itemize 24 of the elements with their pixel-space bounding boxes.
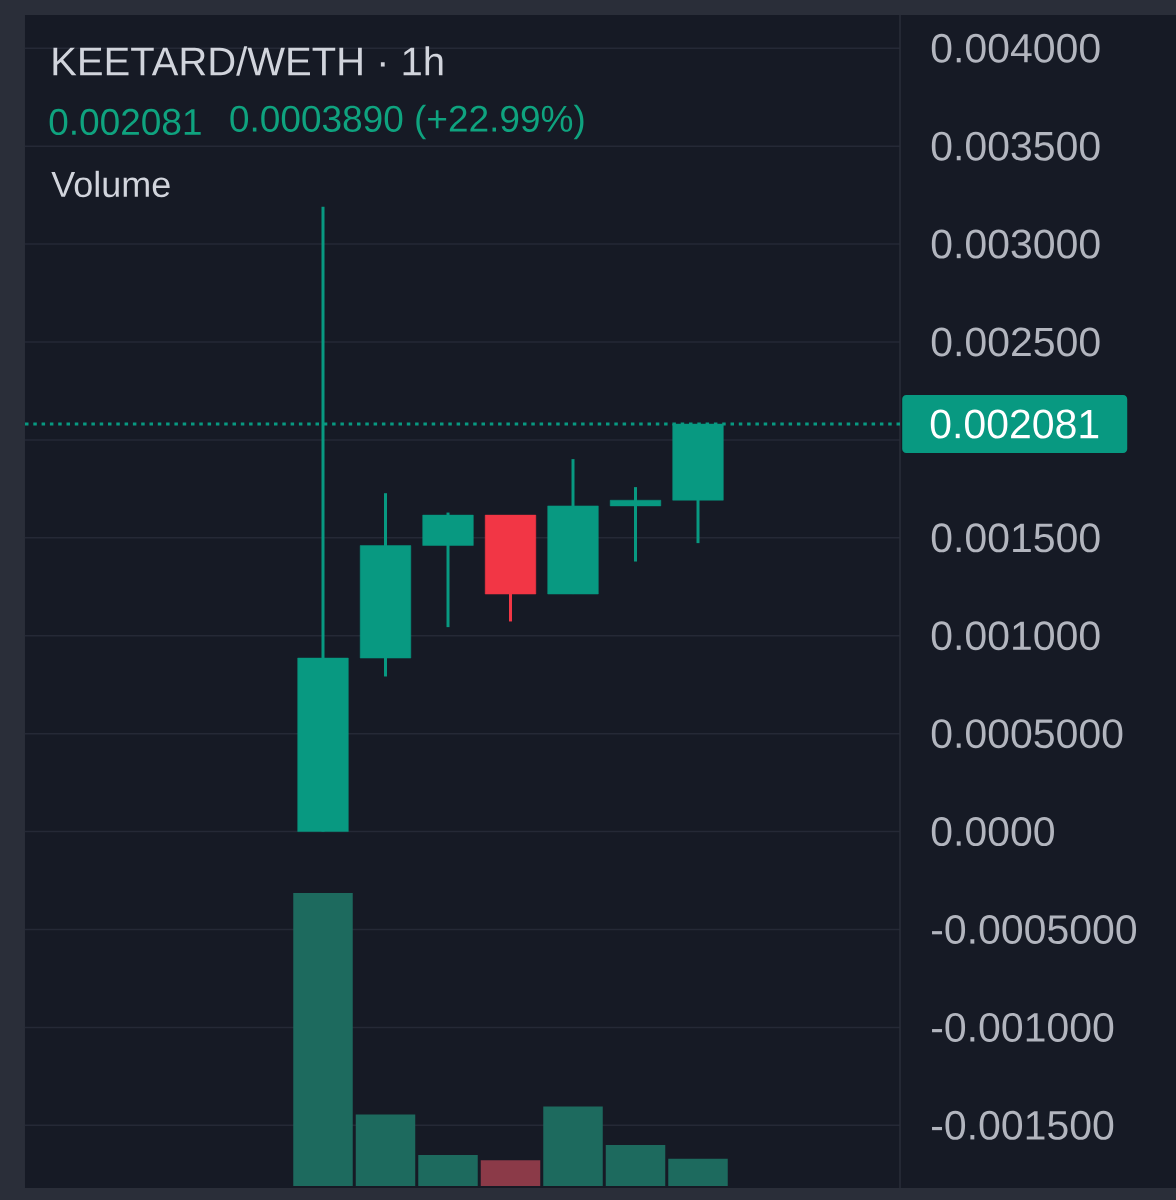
annotation: 0.0003890 (+22.99%) bbox=[230, 104, 584, 140]
candlestick bbox=[609, 487, 662, 562]
ref-line-label: 0.002081 bbox=[930, 409, 1099, 439]
y-tick-label: -0.001500 bbox=[932, 1110, 1114, 1140]
bar bbox=[418, 1154, 478, 1186]
bar bbox=[668, 1158, 728, 1186]
y-tick-label: 0.001000 bbox=[931, 621, 1100, 651]
y-tick-label: -0.001000 bbox=[932, 1012, 1114, 1042]
bar bbox=[355, 1114, 416, 1186]
y-tick-label: -0.0005000 bbox=[932, 914, 1137, 945]
y-tick-label: 0.003000 bbox=[931, 229, 1100, 259]
bar bbox=[543, 1106, 603, 1186]
bar bbox=[605, 1144, 666, 1186]
y-tick-label: 0.001500 bbox=[931, 523, 1100, 553]
y-tick-label: 0.003500 bbox=[931, 131, 1100, 161]
y-tick-label: 0.004000 bbox=[931, 33, 1100, 63]
text: KEETARD/WETH · 1h bbox=[53, 46, 443, 76]
y-tick-label: 0.002500 bbox=[931, 327, 1100, 357]
y-tick-label: 0.0005000 bbox=[931, 719, 1123, 749]
chart-title: Volume bbox=[51, 170, 170, 198]
bar bbox=[293, 893, 353, 1186]
y-tick-label: 0.0000 bbox=[931, 817, 1054, 847]
bar bbox=[480, 1160, 541, 1186]
text: 0.002081 bbox=[49, 108, 201, 136]
